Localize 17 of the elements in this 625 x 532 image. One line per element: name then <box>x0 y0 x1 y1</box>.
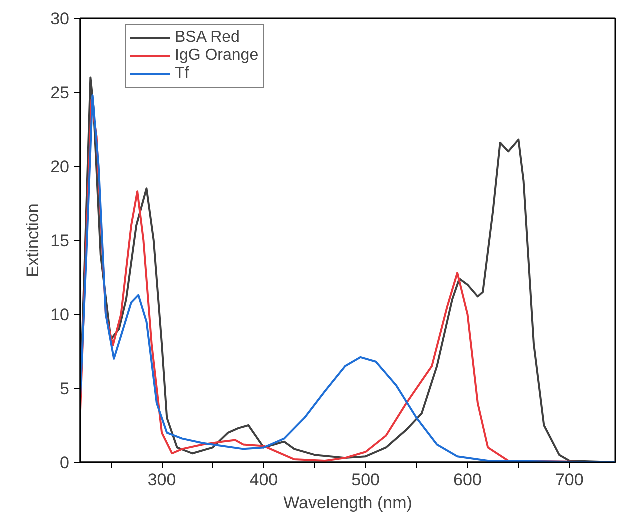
x-tick-label: 400 <box>250 470 278 490</box>
legend-label: BSA Red <box>175 29 240 47</box>
x-tick-label: 300 <box>148 470 176 490</box>
x-tick-label: 500 <box>352 470 380 490</box>
y-axis-title: Extinction <box>24 204 43 278</box>
y-tick-label: 20 <box>50 158 70 176</box>
y-tick-label: 5 <box>60 380 70 398</box>
y-tick-label: 10 <box>50 306 70 324</box>
legend-label: Tf <box>175 65 190 83</box>
legend-label: IgG Orange <box>175 47 259 65</box>
y-tick-label: 0 <box>60 454 70 472</box>
y-tick-label: 25 <box>50 84 70 102</box>
y-tick-label: 30 <box>50 10 70 28</box>
x-tick-label: 600 <box>454 470 482 490</box>
y-tick-label: 15 <box>50 232 70 250</box>
x-tick-label: 700 <box>555 470 584 490</box>
x-axis-title: Wavelength (nm) <box>284 494 412 512</box>
